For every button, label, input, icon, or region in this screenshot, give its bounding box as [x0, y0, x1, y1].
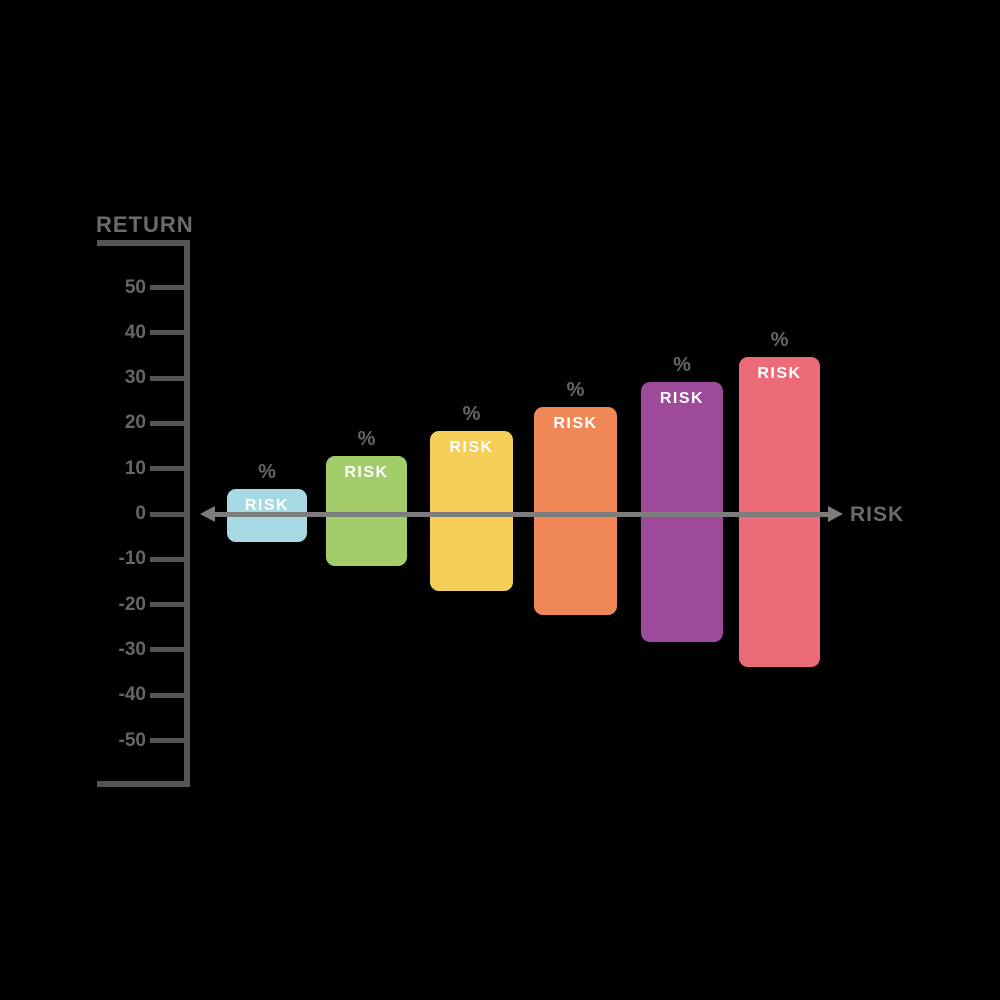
bar-percent-label: %	[566, 379, 585, 401]
y-tick-label: 30	[124, 367, 146, 389]
y-tick-label: 10	[124, 457, 146, 479]
bar-risk-label: RISK	[659, 390, 705, 407]
y-tick	[150, 330, 184, 336]
y-tick	[150, 647, 184, 653]
y-tick	[150, 556, 184, 562]
x-axis-line	[210, 512, 831, 517]
y-tick	[150, 511, 184, 517]
y-tick	[150, 375, 184, 381]
y-axis-top-cap	[97, 240, 190, 246]
bar-percent-label: %	[770, 329, 789, 351]
x-axis-title: RISK	[850, 503, 905, 526]
y-tick-label: -40	[118, 684, 146, 706]
risk-return-bar-4: RISK	[534, 407, 617, 615]
x-axis-left-arrow-icon	[200, 506, 215, 522]
y-tick	[150, 738, 184, 743]
bar-risk-label: RISK	[757, 365, 802, 382]
y-tick-label: 50	[124, 276, 146, 298]
bar-percent-label: %	[673, 354, 691, 376]
y-tick-label: 40	[124, 321, 146, 343]
y-tick-label: -30	[118, 638, 146, 660]
x-axis-right-arrow-icon	[828, 506, 843, 522]
bar-percent-label: %	[357, 428, 376, 450]
y-tick-label: -50	[118, 729, 146, 751]
y-tick	[150, 692, 184, 698]
bar-risk-label: RISK	[344, 464, 389, 481]
bar-risk-label: RISK	[244, 497, 290, 514]
y-tick	[150, 420, 184, 426]
y-tick-label: -20	[118, 593, 146, 615]
y-tick-label: 20	[124, 412, 146, 434]
y-axis-line	[184, 240, 190, 787]
bar-risk-label: RISK	[553, 415, 598, 432]
risk-return-bar-3: RISK	[430, 431, 513, 591]
y-tick	[150, 602, 184, 608]
y-axis-title: RETURN	[96, 212, 194, 237]
y-tick	[150, 285, 184, 290]
bar-risk-label: RISK	[449, 439, 494, 456]
y-tick	[150, 466, 184, 472]
y-tick-label: -10	[118, 548, 146, 570]
bar-percent-label: %	[258, 461, 276, 483]
y-axis-bottom-cap	[97, 781, 190, 787]
y-tick-label: 0	[135, 503, 146, 524]
risk-return-bar-2: RISK	[326, 456, 407, 566]
bar-percent-label: %	[462, 403, 481, 425]
